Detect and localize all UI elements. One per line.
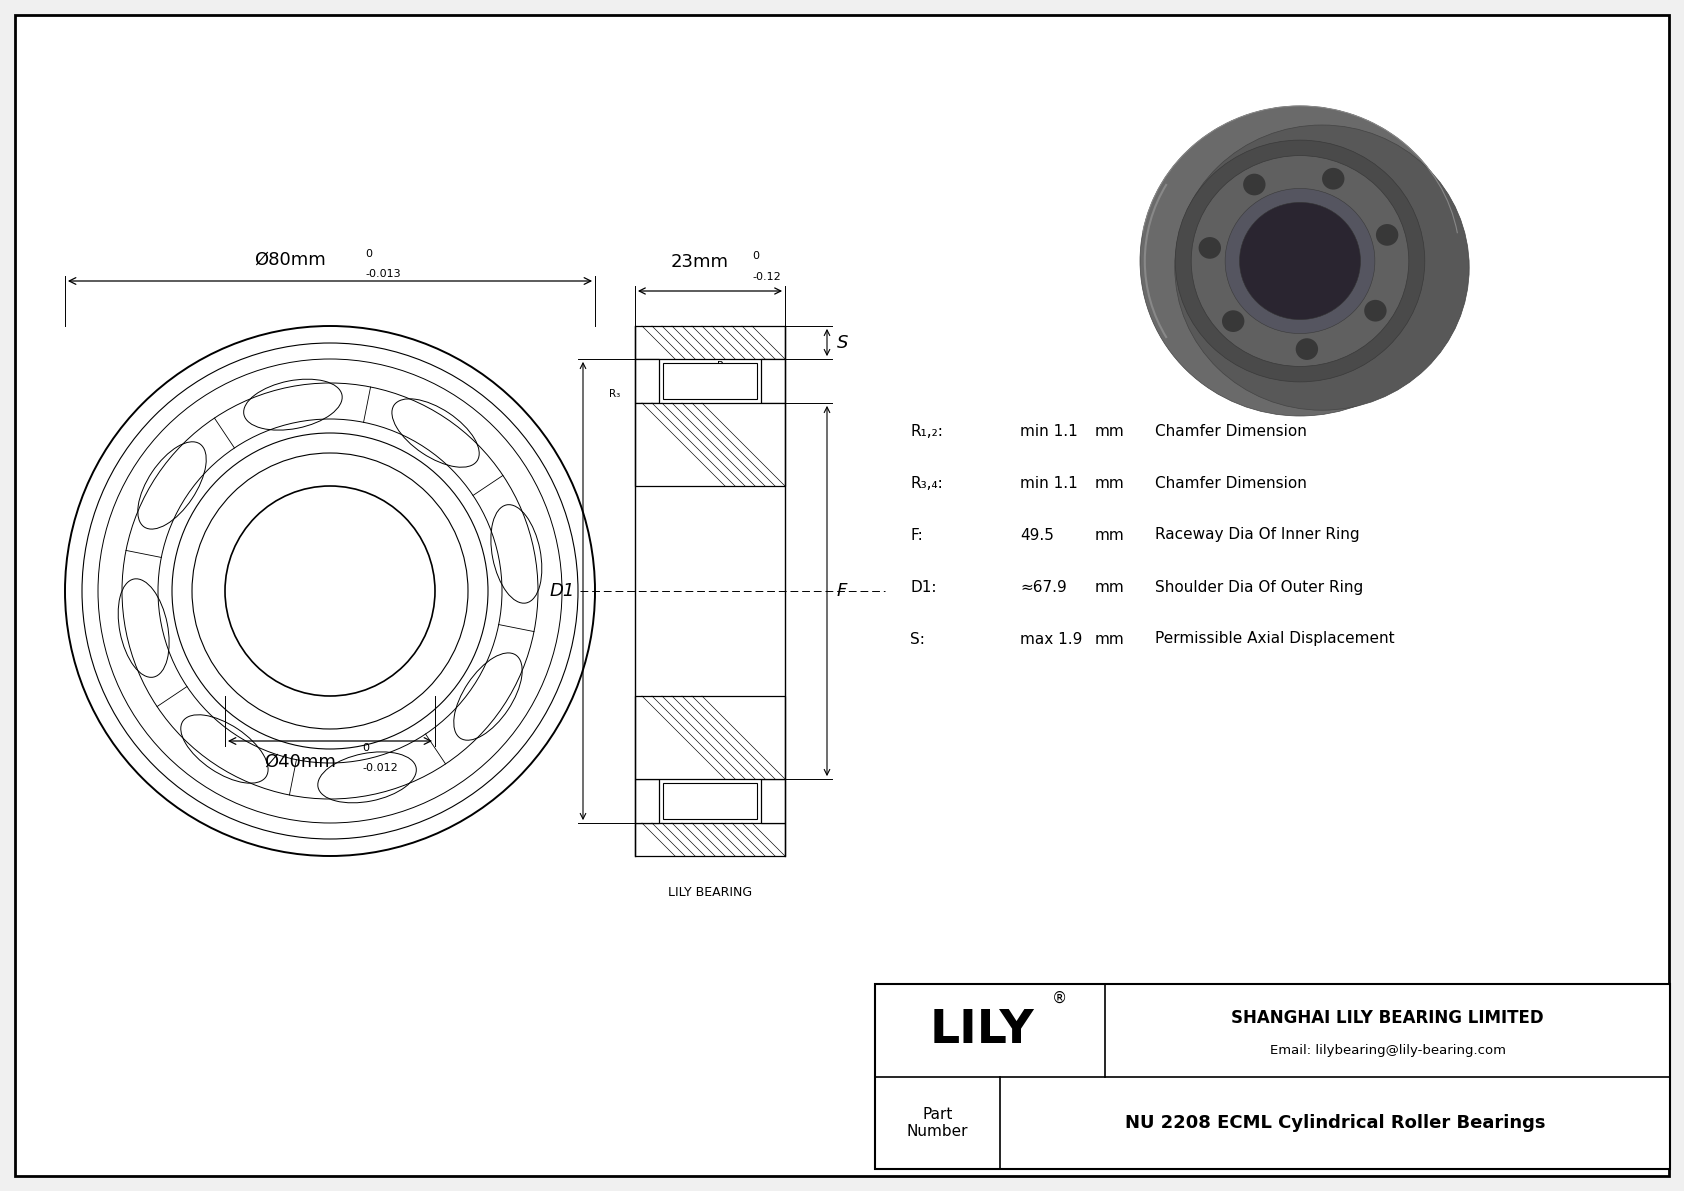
Text: 0: 0 — [365, 249, 372, 258]
Text: 0: 0 — [753, 251, 759, 261]
Text: mm: mm — [1095, 580, 1125, 594]
Text: Part
Number: Part Number — [906, 1106, 968, 1139]
Bar — [663, 782, 758, 819]
Text: -0.013: -0.013 — [365, 269, 401, 279]
Text: Permissible Axial Displacement: Permissible Axial Displacement — [1155, 631, 1394, 647]
Text: -0.012: -0.012 — [362, 763, 397, 773]
Ellipse shape — [1199, 237, 1221, 258]
Bar — [761, 779, 785, 823]
Text: NU 2208 ECML Cylindrical Roller Bearings: NU 2208 ECML Cylindrical Roller Bearings — [1125, 1114, 1546, 1131]
Ellipse shape — [1175, 125, 1468, 410]
Text: R₃: R₃ — [608, 389, 620, 399]
Text: mm: mm — [1095, 631, 1125, 647]
Bar — [635, 358, 658, 403]
Text: Chamfer Dimension: Chamfer Dimension — [1155, 424, 1307, 438]
Ellipse shape — [1226, 188, 1374, 333]
Ellipse shape — [1243, 205, 1357, 317]
Text: Ø40mm: Ø40mm — [264, 753, 335, 771]
Text: LILY: LILY — [930, 1008, 1034, 1053]
Text: Ø80mm: Ø80mm — [254, 251, 327, 269]
Text: LILY BEARING: LILY BEARING — [669, 886, 753, 899]
Text: mm: mm — [1095, 475, 1125, 491]
Bar — [635, 326, 785, 358]
Ellipse shape — [1239, 202, 1361, 319]
Text: 49.5: 49.5 — [1021, 528, 1054, 542]
Text: 23mm: 23mm — [670, 252, 729, 272]
Text: S: S — [837, 333, 849, 351]
Text: R₁: R₁ — [717, 361, 729, 372]
Text: 0: 0 — [362, 743, 369, 753]
Bar — [761, 358, 785, 403]
Text: mm: mm — [1095, 424, 1125, 438]
Text: S:: S: — [909, 631, 925, 647]
Text: Email: lilybearing@lily-bearing.com: Email: lilybearing@lily-bearing.com — [1270, 1043, 1505, 1056]
Text: R₁,₂:: R₁,₂: — [909, 424, 943, 438]
Bar — [635, 823, 785, 856]
Ellipse shape — [1376, 224, 1398, 245]
Text: mm: mm — [1095, 528, 1125, 542]
Text: D1:: D1: — [909, 580, 936, 594]
Text: Shoulder Dia Of Outer Ring: Shoulder Dia Of Outer Ring — [1155, 580, 1364, 594]
Text: R₂: R₂ — [665, 345, 677, 355]
Text: D1: D1 — [549, 582, 574, 600]
Text: ®: ® — [1052, 991, 1068, 1005]
Text: Chamfer Dimension: Chamfer Dimension — [1155, 475, 1307, 491]
Text: F: F — [837, 582, 847, 600]
Ellipse shape — [1243, 174, 1266, 195]
Ellipse shape — [1295, 338, 1319, 360]
Text: Raceway Dia Of Inner Ring: Raceway Dia Of Inner Ring — [1155, 528, 1359, 542]
Text: -0.12: -0.12 — [753, 272, 781, 282]
Text: R₃,₄:: R₃,₄: — [909, 475, 943, 491]
Ellipse shape — [1322, 168, 1344, 189]
Text: max 1.9: max 1.9 — [1021, 631, 1083, 647]
Ellipse shape — [1175, 141, 1425, 382]
Bar — [635, 696, 785, 779]
Text: min 1.1: min 1.1 — [1021, 475, 1078, 491]
Bar — [635, 403, 785, 486]
Bar — [635, 779, 658, 823]
Ellipse shape — [1364, 300, 1386, 322]
Ellipse shape — [1191, 156, 1410, 367]
Text: F:: F: — [909, 528, 923, 542]
Text: R₄: R₄ — [711, 389, 721, 399]
Bar — [876, 984, 1671, 1170]
Ellipse shape — [1223, 311, 1244, 332]
Text: SHANGHAI LILY BEARING LIMITED: SHANGHAI LILY BEARING LIMITED — [1231, 1009, 1544, 1028]
Text: min 1.1: min 1.1 — [1021, 424, 1078, 438]
Ellipse shape — [1140, 106, 1460, 416]
Bar — [663, 363, 758, 399]
Text: ≈67.9: ≈67.9 — [1021, 580, 1066, 594]
